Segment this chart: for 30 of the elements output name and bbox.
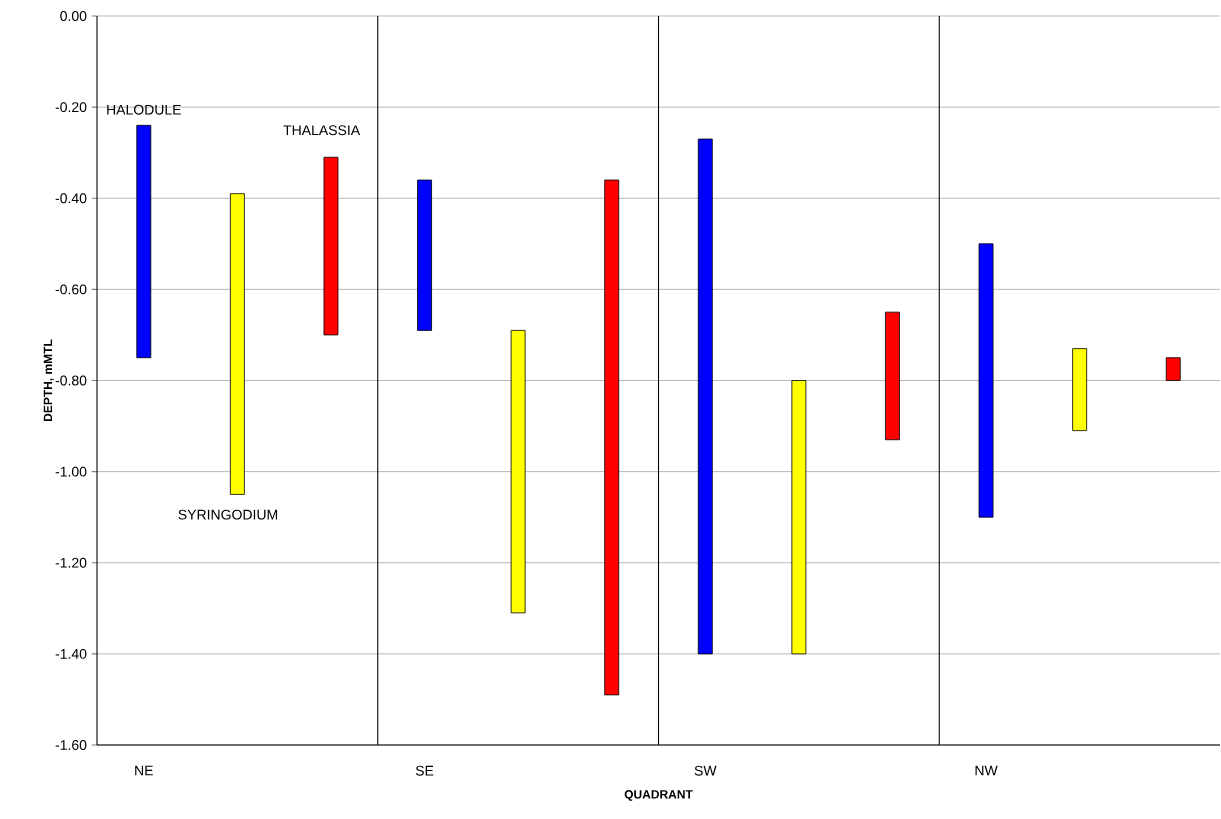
y-axis-title: DEPTH, mMTL [43,339,54,422]
y-tick-label: 0.00 [60,11,87,21]
bar [604,179,620,696]
series-label: HALODULE [107,104,181,115]
y-tick-label: -0.20 [55,102,87,113]
y-tick-label: -0.80 [55,375,87,386]
bar [885,311,900,441]
bar [417,179,432,331]
bar [1165,357,1181,381]
y-tick-label: -1.60 [55,740,87,750]
series-label: THALASSIA [283,125,361,136]
bar [229,193,245,495]
x-axis-title: QUADRANT [624,790,693,801]
x-tick-label: NW [975,765,998,776]
bar [978,243,994,518]
x-tick-label: SW [694,765,717,776]
bar [1072,348,1088,432]
y-tick-label: -1.20 [55,557,87,568]
bar [791,380,807,655]
y-tick-label: -1.00 [55,466,87,477]
y-tick-label: -0.40 [55,193,87,204]
x-tick-label: NE [135,765,153,776]
bar [136,124,152,359]
y-tick-label: -1.40 [55,648,87,659]
y-tick-label: -0.60 [55,284,87,295]
bar [510,329,526,614]
x-tick-label: SE [415,765,434,776]
bar [697,138,713,655]
series-label: SYRINGODIUM [178,509,278,520]
bar [323,156,339,336]
